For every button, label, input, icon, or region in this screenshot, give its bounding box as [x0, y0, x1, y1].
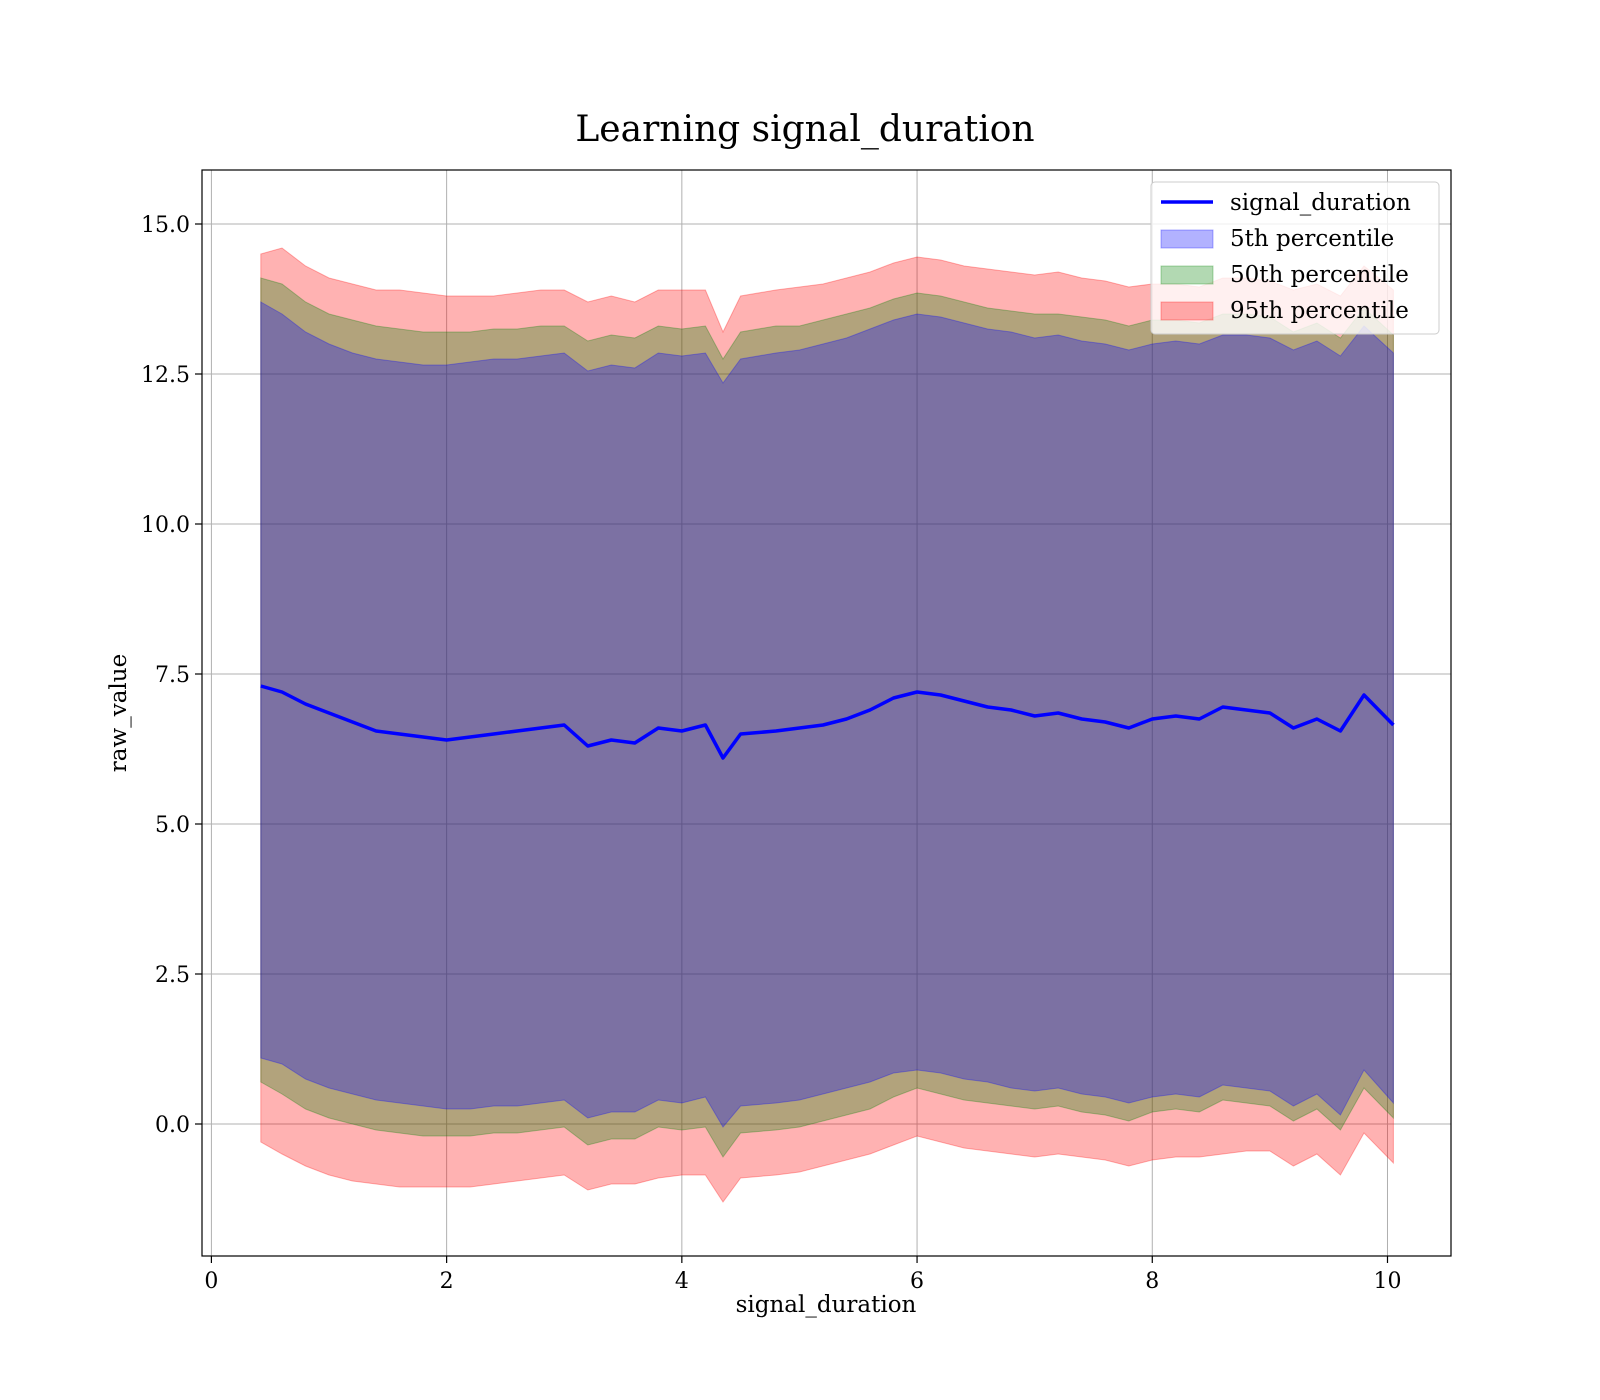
- legend-swatch-50th-percentile: [1160, 265, 1214, 285]
- x-tick-label: 2: [440, 1269, 454, 1294]
- legend: signal_duration 5th percentile 50th perc…: [1150, 181, 1440, 335]
- y-tick-label: 5.0: [155, 813, 190, 838]
- y-tick-label: 15.0: [141, 213, 190, 238]
- x-tick-label: 8: [1145, 1269, 1159, 1294]
- legend-entry-50th-percentile: 50th percentile: [1230, 262, 1409, 288]
- series-line-signal-duration: [260, 684, 1395, 760]
- legend-swatch-5th-percentile: [1160, 229, 1214, 249]
- chart-title: Learning signal_duration: [575, 109, 1034, 150]
- x-tick-label: 10: [1373, 1269, 1401, 1294]
- y-tick-label: 12.5: [141, 363, 190, 388]
- y-axis-label: raw_value: [106, 654, 132, 772]
- y-axis-ticks: 0.0 2.5 5.0 7.5 10.0 12.5 15.0: [141, 213, 202, 1138]
- legend-entry-5th-percentile: 5th percentile: [1230, 226, 1394, 252]
- y-tick-label: 0.0: [155, 1113, 190, 1138]
- y-tick-label: 7.5: [155, 663, 190, 688]
- band-5th-percentile: [260, 301, 1394, 1128]
- legend-entry-signal-duration: signal_duration: [1230, 190, 1411, 216]
- legend-box: [1150, 181, 1440, 335]
- y-tick-label: 2.5: [155, 963, 190, 988]
- x-tick-label: 4: [675, 1269, 689, 1294]
- legend-swatch-95th-percentile: [1160, 301, 1214, 321]
- legend-entry-95th-percentile: 95th percentile: [1230, 298, 1409, 324]
- x-axis-label: signal_duration: [736, 1292, 917, 1318]
- plot-frame: [201, 169, 1452, 1257]
- band-50th-percentile: [260, 277, 1394, 1158]
- x-tick-label: 6: [910, 1269, 924, 1294]
- y-tick-label: 10.0: [141, 513, 190, 538]
- x-tick-label: 0: [204, 1269, 218, 1294]
- x-axis-ticks: 0 2 4 6 8 10: [204, 1256, 1401, 1294]
